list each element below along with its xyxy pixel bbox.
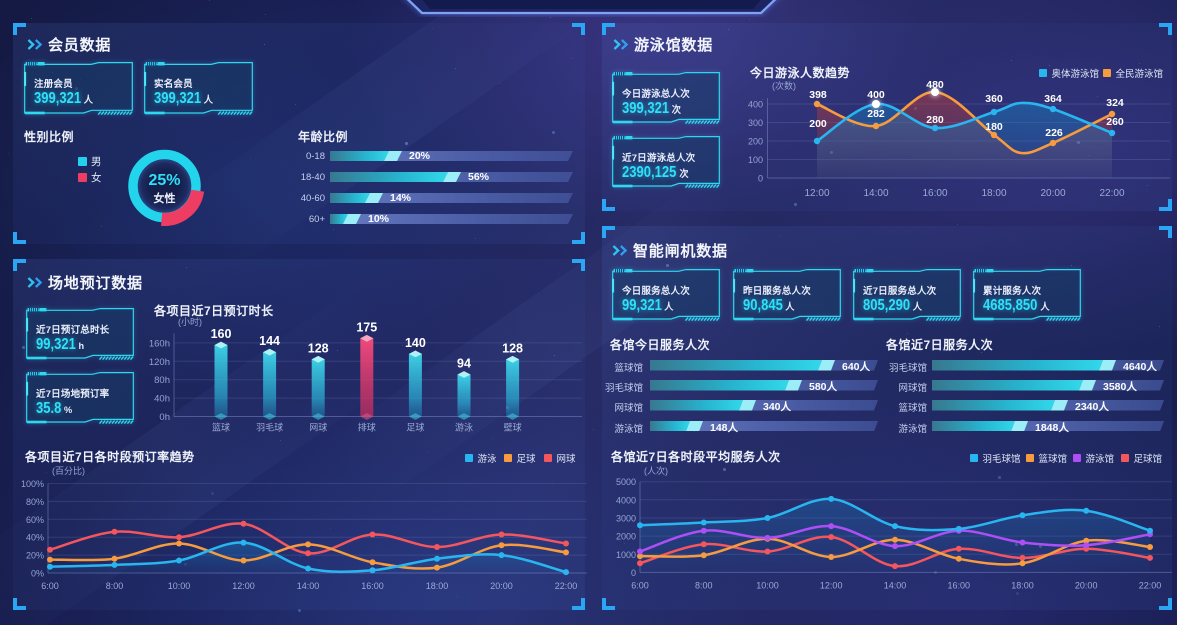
svg-text:22:00: 22:00 — [1139, 580, 1162, 590]
svg-text:篮球: 篮球 — [212, 422, 230, 433]
svg-text:300: 300 — [748, 118, 763, 128]
svg-text:22:00: 22:00 — [555, 581, 578, 591]
svg-text:180: 180 — [985, 121, 1003, 133]
svg-text:3000: 3000 — [616, 514, 636, 524]
svg-text:12:00: 12:00 — [804, 188, 829, 199]
svg-text:0%: 0% — [31, 569, 44, 579]
svg-text:排球: 排球 — [358, 422, 376, 433]
svg-text:20%: 20% — [26, 551, 44, 561]
svg-text:94: 94 — [457, 357, 471, 371]
svg-text:260: 260 — [1106, 116, 1124, 128]
svg-text:18:00: 18:00 — [426, 581, 449, 591]
svg-text:226: 226 — [1045, 127, 1063, 139]
svg-text:5000: 5000 — [616, 477, 636, 487]
svg-text:(百分比): (百分比) — [52, 465, 85, 476]
svg-text:16:00: 16:00 — [948, 580, 971, 590]
svg-text:网球: 网球 — [309, 422, 327, 433]
svg-text:(小时): (小时) — [178, 316, 202, 327]
svg-text:14:00: 14:00 — [297, 581, 320, 591]
svg-text:80%: 80% — [26, 497, 44, 507]
svg-text:女性: 女性 — [154, 191, 176, 205]
svg-text:10:00: 10:00 — [168, 581, 191, 591]
svg-text:8:00: 8:00 — [106, 581, 124, 591]
svg-text:20:00: 20:00 — [1040, 188, 1065, 199]
svg-text:游泳: 游泳 — [455, 422, 473, 433]
svg-text:22:00: 22:00 — [1099, 188, 1124, 199]
svg-text:480: 480 — [926, 79, 944, 91]
svg-text:128: 128 — [502, 341, 523, 355]
svg-text:25%: 25% — [148, 172, 180, 189]
svg-text:360: 360 — [985, 93, 1003, 105]
svg-text:20:00: 20:00 — [490, 581, 513, 591]
svg-text:(次数): (次数) — [772, 80, 796, 91]
svg-text:0: 0 — [631, 568, 636, 578]
svg-text:280: 280 — [926, 114, 944, 126]
svg-text:324: 324 — [1106, 97, 1124, 109]
svg-text:140: 140 — [405, 336, 426, 350]
svg-text:(人次): (人次) — [644, 465, 668, 476]
svg-text:12:00: 12:00 — [820, 580, 843, 590]
svg-text:0h: 0h — [159, 412, 170, 423]
svg-text:40%: 40% — [26, 533, 44, 543]
svg-text:18:00: 18:00 — [981, 188, 1006, 199]
svg-text:18:00: 18:00 — [1011, 580, 1034, 590]
svg-text:4000: 4000 — [616, 495, 636, 505]
svg-text:60%: 60% — [26, 515, 44, 525]
svg-text:400: 400 — [867, 89, 885, 101]
svg-text:100%: 100% — [21, 479, 44, 489]
svg-text:160: 160 — [211, 327, 232, 341]
svg-text:200: 200 — [748, 137, 763, 147]
svg-text:2000: 2000 — [616, 532, 636, 542]
svg-text:壁球: 壁球 — [504, 422, 522, 433]
svg-text:6:00: 6:00 — [631, 580, 649, 590]
svg-text:羽毛球: 羽毛球 — [256, 422, 283, 433]
svg-text:128: 128 — [308, 341, 329, 355]
svg-text:14:00: 14:00 — [884, 580, 907, 590]
svg-text:1000: 1000 — [616, 550, 636, 560]
svg-text:398: 398 — [809, 89, 827, 101]
svg-text:12:00: 12:00 — [232, 581, 255, 591]
svg-text:0: 0 — [758, 174, 763, 184]
svg-text:6:00: 6:00 — [41, 581, 59, 591]
svg-text:20:00: 20:00 — [1075, 580, 1098, 590]
svg-text:400: 400 — [748, 100, 763, 110]
svg-text:364: 364 — [1044, 93, 1062, 105]
svg-text:160h: 160h — [149, 338, 170, 349]
svg-text:8:00: 8:00 — [695, 580, 713, 590]
svg-text:200: 200 — [809, 118, 827, 130]
svg-text:16:00: 16:00 — [361, 581, 384, 591]
svg-text:40h: 40h — [154, 394, 170, 405]
svg-text:10:00: 10:00 — [756, 580, 779, 590]
svg-text:足球: 足球 — [406, 422, 424, 433]
svg-text:100: 100 — [748, 155, 763, 165]
svg-text:80h: 80h — [154, 375, 170, 386]
svg-text:144: 144 — [259, 334, 280, 348]
svg-text:120h: 120h — [149, 357, 170, 368]
svg-text:14:00: 14:00 — [863, 188, 888, 199]
svg-text:175: 175 — [356, 320, 377, 334]
svg-text:16:00: 16:00 — [922, 188, 947, 199]
svg-text:282: 282 — [867, 108, 885, 120]
